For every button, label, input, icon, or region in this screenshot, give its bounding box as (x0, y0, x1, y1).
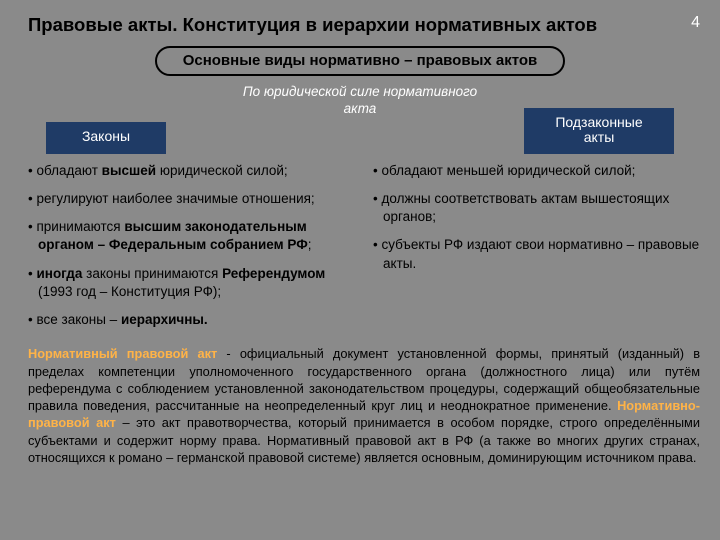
list-item: все законы – иерархичны. (28, 311, 355, 329)
list-item: субъекты РФ издают свои нормативно – пра… (373, 236, 700, 272)
branch-laws: Законы (46, 122, 166, 154)
page-number: 4 (691, 14, 700, 32)
list-item: регулируют наиболее значимые отношения; (28, 190, 355, 208)
classifier-line2: акта (344, 101, 377, 116)
branch-right-line2: акты (584, 129, 615, 145)
list-item: должны соответствовать актам вышестоящих… (373, 190, 700, 226)
left-bullet-list: обладают высшей юридической силой; регули… (28, 162, 355, 330)
list-item: иногда законы принимаются Референдумом (… (28, 265, 355, 301)
classifier-line1: По юридической силе нормативного (243, 84, 477, 99)
list-item: обладают меньшей юридической силой; (373, 162, 700, 180)
branch-sublaws: Подзаконные акты (524, 108, 674, 154)
page-title: Правовые акты. Конституция в иерархии но… (28, 14, 681, 36)
list-item: обладают высшей юридической силой; (28, 162, 355, 180)
left-column: обладают высшей юридической силой; регули… (28, 162, 355, 340)
right-bullet-list: обладают меньшей юридической силой; должн… (373, 162, 700, 273)
subtitle-pill: Основные виды нормативно – правовых акто… (155, 46, 566, 76)
list-item: принимаются высшим законодательным орган… (28, 218, 355, 254)
columns: обладают высшей юридической силой; регули… (0, 154, 720, 340)
subtitle-container: Основные виды нормативно – правовых акто… (0, 44, 720, 80)
right-column: обладают меньшей юридической силой; должн… (373, 162, 700, 340)
title-bar: Правовые акты. Конституция в иерархии но… (0, 0, 720, 44)
definition-paragraph: Нормативный правовой акт - официальный д… (0, 339, 720, 476)
branch-right-line1: Подзаконные (555, 114, 642, 130)
